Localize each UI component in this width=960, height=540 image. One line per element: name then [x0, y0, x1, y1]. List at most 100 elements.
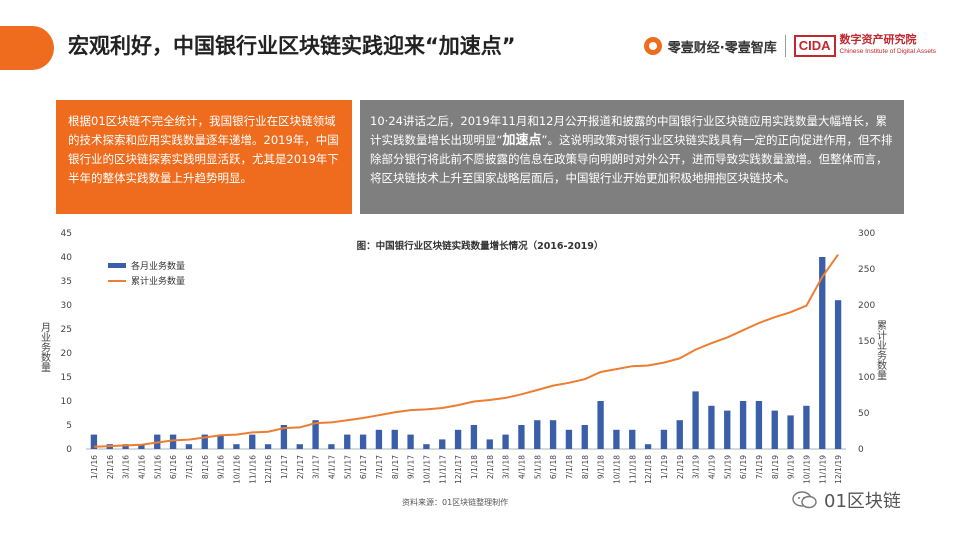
x-tick-label: 10/1/16: [232, 455, 241, 484]
monthly-bar: [407, 434, 414, 449]
monthly-bar: [249, 434, 256, 449]
monthly-bar: [708, 405, 715, 449]
summary-text-right-2: ”。这说明政策对银行业区块链实践具有一定的正向促进作用，但不排除部分银行将此前不…: [370, 133, 893, 185]
monthly-bar: [771, 410, 778, 449]
monthly-bar: [217, 434, 224, 449]
x-tick-label: 8/1/19: [771, 455, 780, 479]
cida-text: 数字资产研究院 Chinese Institute of Digital Ass…: [840, 34, 936, 58]
x-tick-label: 1/1/19: [660, 455, 669, 479]
x-tick-label: 7/1/19: [755, 455, 764, 479]
summary-box-right: 10·24讲话之后，2019年11月和12月公开报道和披露的中国银行业区块链应用…: [360, 100, 904, 214]
title-accent-tab: [0, 26, 54, 70]
x-tick-label: 6/1/19: [739, 455, 748, 479]
x-tick-label: 12/1/17: [454, 455, 463, 484]
monthly-bar: [629, 429, 636, 449]
x-tick-label: 4/1/18: [517, 455, 526, 479]
monthly-bar: [359, 434, 367, 449]
cida-en-name: Chinese Institute of Digital Assets: [839, 48, 936, 55]
x-tick-label: 2/1/17: [296, 455, 305, 479]
cida-logo: CIDA: [793, 35, 836, 57]
x-tick-label: 3/1/19: [692, 455, 701, 479]
x-axis-ticks: 1/1/16 2/1/16 3/1/16 4/1/16 5/1/16 6/1/16 7/1/…: [90, 455, 843, 484]
monthly-bar: [296, 444, 303, 449]
left-tick-label: 30: [61, 301, 73, 311]
right-axis-ticks: 0 50 100 150 200 250 300: [858, 229, 875, 455]
watermark-text: 01区块链: [824, 491, 901, 512]
x-tick-label: 12/1/19: [834, 455, 843, 484]
x-tick-label: 7/1/17: [375, 455, 384, 479]
x-tick-label: 10/1/17: [422, 455, 431, 484]
monthly-bar: [803, 405, 810, 449]
x-tick-label: 6/1/17: [359, 455, 368, 479]
monthly-bar: [328, 444, 335, 449]
x-tick-label: 12/1/16: [264, 455, 273, 484]
x-tick-label: 11/1/17: [438, 455, 447, 484]
monthly-bar: [201, 434, 208, 449]
x-tick-label: 5/1/18: [533, 455, 542, 479]
x-tick-label: 12/1/18: [644, 455, 653, 484]
x-tick-label: 3/1/18: [502, 455, 511, 479]
wechat-icon: [792, 491, 817, 509]
x-tick-label: 7/1/16: [185, 455, 194, 479]
x-tick-label: 9/1/16: [217, 455, 226, 479]
x-tick-label: 4/1/19: [707, 455, 716, 479]
monthly-bar: [344, 434, 351, 449]
x-tick-label: 2/1/18: [486, 455, 495, 479]
monthly-bar: [534, 420, 541, 449]
x-tick-label: 11/1/16: [248, 455, 257, 484]
monthly-bar: [233, 444, 240, 449]
right-tick-label: 100: [858, 373, 875, 383]
monthly-bar: [739, 401, 747, 449]
x-tick-label: 1/1/18: [470, 455, 479, 479]
left-tick-label: 10: [61, 397, 73, 407]
monthly-bar: [169, 434, 177, 449]
right-tick-label: 300: [858, 229, 875, 239]
x-tick-label: 2/1/19: [676, 455, 685, 479]
x-tick-label: 9/1/18: [597, 455, 606, 479]
summary-box-left: 根据01区块链不完全统计，我国银行业在区块链领域的技术探索和应用实践数量逐年递增…: [56, 100, 352, 214]
monthly-bar: [660, 429, 668, 449]
x-tick-label: 9/1/17: [407, 455, 416, 479]
x-tick-label: 2/1/16: [106, 455, 115, 479]
monthly-bar: [486, 439, 493, 449]
left-axis-label: 月业务数量: [39, 322, 51, 372]
right-tick-label: 0: [858, 445, 864, 455]
x-tick-label: 7/1/18: [565, 455, 574, 479]
left-tick-label: 20: [61, 349, 73, 359]
monthly-bar: [439, 439, 446, 449]
monthly-bar: [819, 257, 826, 449]
x-tick-label: 5/1/17: [343, 455, 352, 479]
monthly-bar: [454, 429, 462, 449]
legend-bar-label: 各月业务数量: [131, 260, 185, 272]
right-axis-label: 累计业务数量: [875, 320, 887, 380]
x-tick-label: 10/1/19: [802, 455, 811, 484]
left-tick-label: 45: [61, 229, 72, 239]
monthly-bar: [375, 429, 383, 449]
monthly-bar: [692, 391, 699, 449]
right-tick-label: 250: [858, 265, 875, 275]
monthly-bar: [185, 444, 193, 449]
x-tick-label: 5/1/16: [153, 455, 162, 479]
x-tick-label: 10/1/18: [612, 455, 621, 484]
monthly-bar: [264, 444, 272, 449]
monthly-bar: [724, 410, 731, 449]
monthly-bar: [834, 300, 842, 449]
watermark: 01区块链: [792, 487, 901, 513]
monthly-bar: [122, 444, 129, 449]
cumulative-line: [93, 254, 839, 448]
x-tick-label: 8/1/16: [201, 455, 210, 479]
monthly-bar: [581, 425, 588, 449]
x-tick-label: 11/1/19: [818, 455, 827, 484]
left-tick-label: 35: [61, 277, 72, 287]
left-tick-label: 5: [66, 421, 72, 431]
x-tick-label: 9/1/19: [787, 455, 796, 479]
x-tick-label: 4/1/16: [137, 455, 146, 479]
brand-divider: [784, 35, 786, 57]
monthly-bar: [138, 444, 145, 449]
monthly-bar: [597, 401, 604, 449]
legend-line-label: 累计业务数量: [131, 275, 185, 287]
monthly-bar: [423, 444, 430, 449]
cida-name: 数字资产研究院: [839, 33, 917, 46]
brand-name: 零壹财经·零壹智库: [667, 40, 777, 56]
x-tick-label: 4/1/17: [327, 455, 336, 479]
